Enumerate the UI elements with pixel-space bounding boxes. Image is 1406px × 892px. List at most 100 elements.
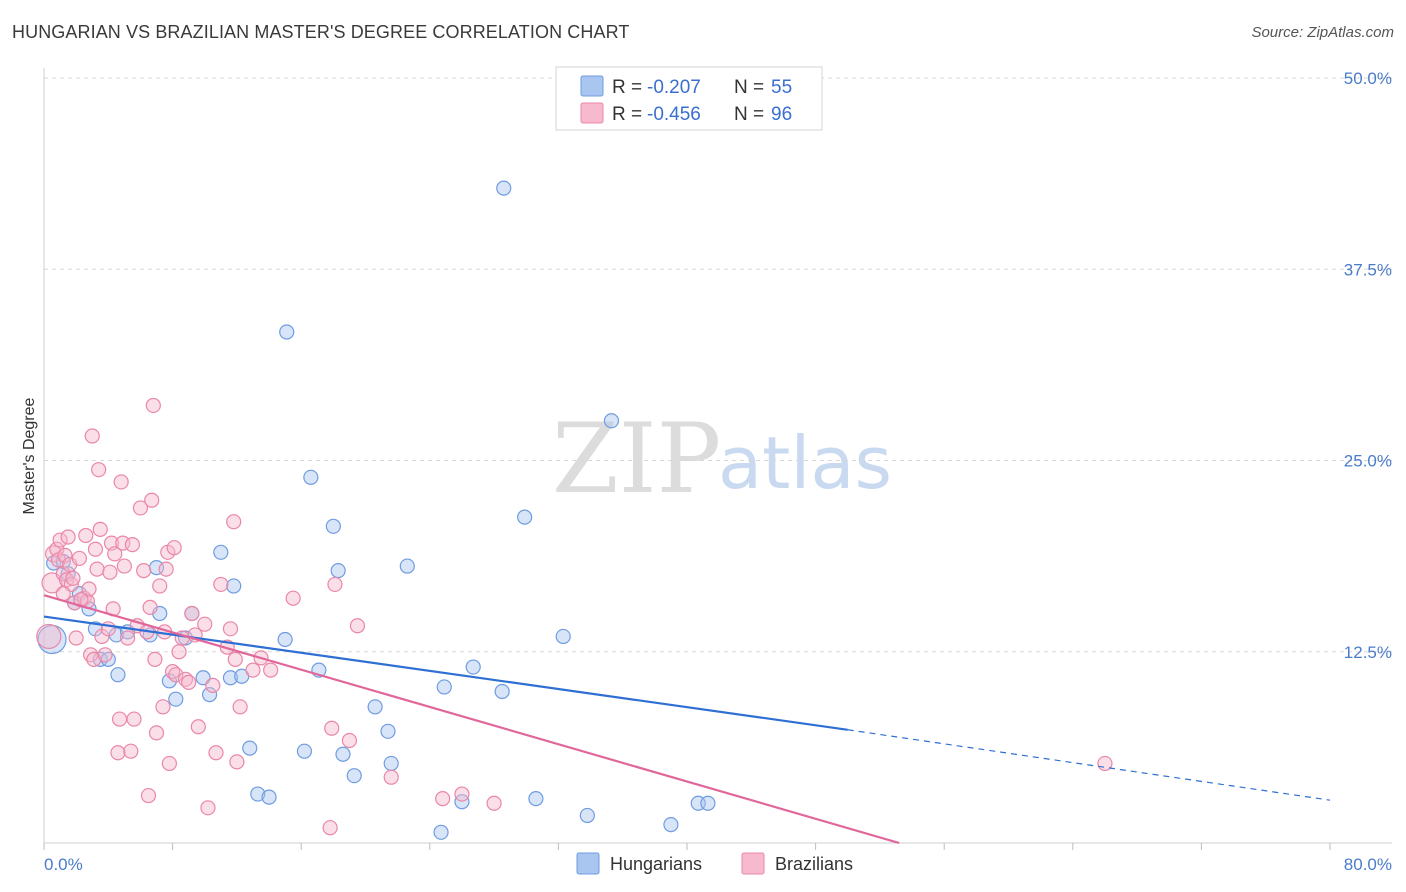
point-brazilians	[144, 492, 160, 508]
point-brazilians	[486, 795, 502, 811]
point-brazilians	[111, 711, 128, 727]
axes	[43, 68, 1392, 850]
point-brazilians	[107, 546, 123, 562]
point-brazilians	[435, 791, 451, 807]
brazilians-points	[36, 397, 1113, 836]
point-hungarians	[380, 723, 396, 739]
point-hungarians	[496, 180, 512, 196]
point-hungarians	[579, 807, 595, 824]
legend-bottom-hungarians: Hungarians	[610, 854, 702, 874]
point-hungarians	[296, 743, 313, 759]
trend-line-brazilians	[43, 594, 900, 845]
point-hungarians	[110, 667, 126, 683]
legend-n-value: 96	[771, 104, 792, 125]
point-hungarians	[250, 786, 266, 802]
chart-title: HUNGARIAN VS BRAZILIAN MASTER'S DEGREE C…	[12, 22, 630, 42]
y-axis-label: Master's Degree	[21, 397, 38, 514]
point-brazilians	[92, 521, 108, 537]
point-hungarians	[335, 746, 351, 762]
y-tick-label: 25.0%	[1344, 452, 1392, 471]
point-brazilians	[86, 651, 102, 668]
point-brazilians	[97, 647, 113, 663]
legend-r-value: -0.456	[647, 104, 701, 125]
point-brazilians	[454, 786, 470, 802]
point-hungarians	[37, 624, 67, 655]
point-brazilians	[341, 732, 358, 749]
point-hungarians	[277, 631, 293, 648]
point-brazilians	[36, 623, 62, 650]
point-brazilians	[124, 537, 141, 553]
point-brazilians	[200, 800, 216, 816]
point-brazilians	[60, 529, 76, 545]
trend-line-hungarians-extrapolated	[847, 729, 1331, 801]
point-brazilians	[322, 820, 338, 836]
legend-n-value: 55	[771, 77, 792, 98]
legend-swatch-brazilians	[580, 102, 604, 124]
point-brazilians	[71, 550, 87, 567]
legend-bottom: Hungarians Brazilians	[576, 852, 853, 875]
point-brazilians	[91, 462, 107, 478]
point-brazilians	[383, 769, 399, 785]
point-brazilians	[166, 540, 182, 556]
watermark-atlas: atlas	[718, 421, 892, 505]
point-brazilians	[126, 711, 142, 727]
y-tick-label: 12.5%	[1344, 643, 1392, 662]
point-brazilians	[148, 725, 165, 741]
point-hungarians	[603, 413, 620, 429]
point-brazilians	[57, 547, 73, 563]
point-brazilians	[116, 558, 132, 574]
point-hungarians	[168, 691, 184, 707]
point-brazilians	[136, 563, 152, 579]
point-brazilians	[168, 667, 184, 683]
watermark-zip: ZIP	[552, 403, 721, 515]
point-brazilians	[232, 699, 248, 715]
point-brazilians	[181, 674, 197, 690]
trend-line-hungarians	[43, 615, 848, 731]
legend-r-label: R =	[612, 104, 642, 125]
point-hungarians	[700, 795, 716, 811]
point-brazilians	[119, 630, 136, 646]
point-brazilians	[140, 787, 157, 804]
point-brazilians	[84, 428, 100, 444]
point-hungarians	[454, 794, 470, 810]
point-brazilians	[227, 651, 243, 668]
point-brazilians	[155, 699, 171, 715]
point-brazilians	[113, 474, 129, 490]
point-brazilians	[245, 662, 261, 678]
point-hungarians	[436, 679, 452, 695]
point-brazilians	[324, 720, 340, 736]
point-brazilians	[208, 745, 224, 761]
point-hungarians	[517, 509, 533, 525]
point-brazilians	[184, 605, 200, 622]
point-hungarians	[226, 578, 242, 594]
grid-lines	[44, 77, 1392, 653]
y-tick-label: 50.0%	[1344, 69, 1392, 88]
point-hungarians	[108, 627, 124, 643]
point-brazilians	[78, 527, 94, 544]
point-brazilians	[229, 754, 245, 770]
legend-r-label: R =	[612, 77, 642, 98]
legend-bottom-swatch-hungarians	[576, 852, 600, 875]
point-hungarians	[433, 824, 449, 840]
point-brazilians	[263, 662, 279, 678]
point-hungarians	[383, 755, 399, 772]
point-brazilians	[65, 570, 81, 586]
point-hungarians	[261, 789, 277, 805]
point-brazilians	[87, 541, 104, 557]
legend-n-label: N =	[734, 104, 764, 125]
point-brazilians	[197, 616, 213, 632]
point-brazilians	[161, 755, 177, 772]
x-tick-label: 0.0%	[44, 855, 83, 874]
point-brazilians	[349, 618, 366, 634]
point-brazilians	[110, 745, 126, 761]
point-brazilians	[222, 621, 239, 637]
point-brazilians	[132, 500, 149, 516]
legend-top: R = -0.207 N = 55 R = -0.456 N = 96	[555, 66, 823, 131]
point-hungarians	[303, 469, 319, 485]
legend-swatch-hungarians	[580, 75, 604, 97]
y-tick-label: 37.5%	[1344, 260, 1392, 279]
point-brazilians	[171, 644, 187, 660]
point-brazilians	[190, 719, 206, 735]
point-brazilians	[158, 561, 174, 577]
